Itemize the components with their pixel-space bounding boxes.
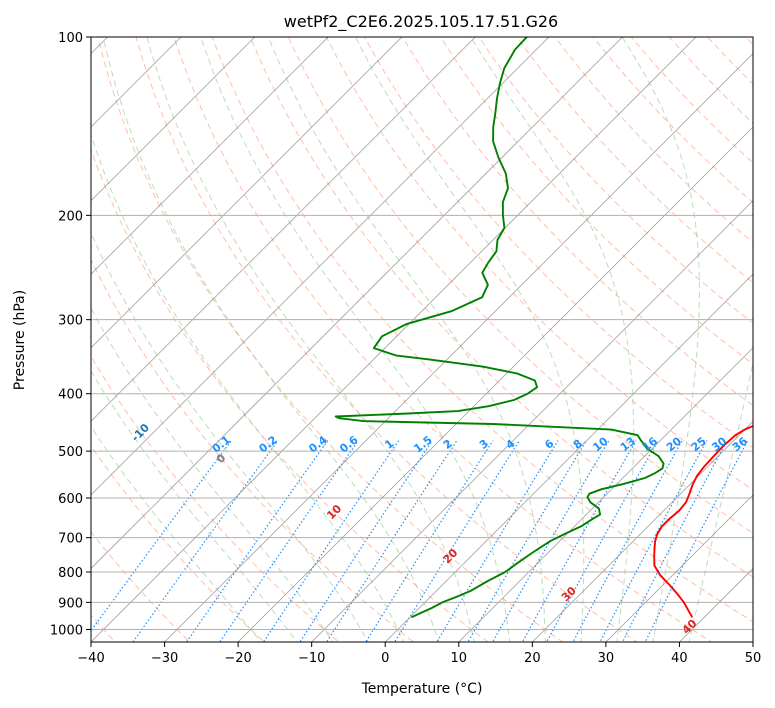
y-tick-label: 700 [58, 532, 83, 547]
mixing-ratio-line [365, 440, 494, 642]
mixing-ratio-line [394, 440, 520, 642]
y-tick-label: 900 [58, 596, 83, 611]
plot-frame [90, 36, 754, 643]
x-tick-label: −30 [151, 651, 178, 666]
y-tick-label: 400 [58, 388, 83, 403]
mixing-ratio-line [521, 440, 637, 642]
x-tick-label: −10 [298, 651, 325, 666]
isotherm-line [605, 494, 753, 642]
moist-adiabat-line [355, 37, 585, 642]
dry-adiabat-line [91, 355, 340, 642]
dry-adiabats [91, 37, 753, 642]
temperature-profile [653, 424, 753, 618]
plot-area: 0.10.20.40.611.52346810131620253036-100-… [91, 37, 753, 642]
x-tick-label: 30 [598, 651, 615, 666]
chart-title: wetPf2_C2E6.2025.105.17.51.G26 [284, 12, 558, 32]
isotherm-line [91, 37, 329, 275]
x-tick-label: 0 [381, 651, 389, 666]
mixing-ratio-line [219, 440, 359, 642]
isotherm-line [91, 37, 476, 422]
mixing-ratio-line [644, 440, 749, 642]
x-tick-label: 50 [745, 651, 762, 666]
x-tick-label: −20 [224, 651, 251, 666]
y-tick-label: 100 [58, 31, 83, 46]
x-tick-label: 20 [524, 651, 541, 666]
mixing-ratio-line [299, 440, 433, 642]
mixing-ratio-line [436, 440, 559, 642]
mixing-ratio-line [467, 440, 587, 642]
isotherm-line [91, 37, 624, 570]
dry-adiabat-line [135, 37, 639, 642]
mixing-ratio-line [572, 440, 683, 642]
isotherm-line [458, 347, 753, 642]
dry-adiabat-line [325, 37, 753, 491]
x-tick-label: −40 [77, 651, 104, 666]
mixing-ratio-line [545, 440, 659, 642]
dry-adiabat-line [91, 445, 265, 642]
isotherm-line [91, 37, 182, 128]
y-tick-label: 600 [58, 492, 83, 507]
moist-adiabat-line [621, 37, 700, 642]
dry-adiabat-line [211, 37, 753, 623]
isotherm-line [237, 126, 753, 642]
x-axis-label: Temperature (°C) [361, 681, 483, 697]
isotherm-line [311, 200, 753, 642]
moist-adiabat-line [91, 307, 334, 642]
isotherm-line [531, 420, 753, 642]
dry-adiabat-line [516, 37, 753, 284]
dry-adiabat-line [249, 37, 753, 578]
x-tick-label: 40 [671, 651, 688, 666]
mixing-ratio-line [262, 440, 400, 642]
dry-adiabat-line [97, 37, 564, 642]
mixing-ratio-line [325, 440, 458, 642]
y-tick-label: 200 [58, 209, 83, 224]
mixing-ratio-lines [91, 440, 749, 642]
x-axis-ticks: −40 −30 −20 −10 0 10 20 30 40 50 [77, 642, 761, 666]
dry-adiabat-line [173, 37, 713, 642]
dry-adiabat-line [91, 258, 415, 642]
y-axis-label: Pressure (hPa) [12, 290, 28, 390]
moist-adiabat-line [470, 37, 635, 642]
isotherm-line [91, 37, 697, 642]
isotherm-line [384, 273, 753, 642]
isotherm-line [91, 37, 256, 202]
isotherm-line [91, 37, 550, 496]
dry-adiabat-line [91, 531, 191, 642]
moist-adiabat-line [146, 37, 475, 642]
dry-adiabat-line [402, 37, 753, 407]
y-tick-label: 1000 [50, 623, 83, 638]
y-tick-label: 800 [58, 566, 83, 581]
dewpoint-profile [334, 37, 665, 619]
x-tick-label: 10 [451, 651, 468, 666]
y-axis-ticks: 100 200 300 400 500 600 700 800 900 1000 [50, 31, 91, 638]
isotherm-line [91, 37, 403, 349]
mixing-ratio-line [132, 440, 279, 642]
y-tick-label: 500 [58, 445, 83, 460]
dry-adiabat-line [364, 37, 753, 449]
moist-adiabat-line [267, 37, 546, 642]
y-tick-label: 300 [58, 314, 83, 329]
isotherm-line [164, 53, 753, 642]
dry-adiabat-line [91, 148, 489, 642]
isotherms [91, 37, 753, 642]
sounding-series [334, 37, 753, 619]
